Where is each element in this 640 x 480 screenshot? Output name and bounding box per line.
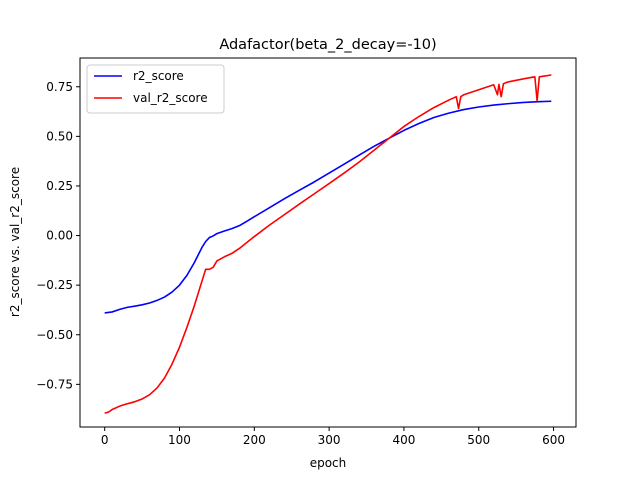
x-axis-label: epoch (310, 456, 347, 470)
y-tick-label: −0.25 (36, 278, 73, 292)
y-axis-label: r2_score vs. val_r2_score (8, 167, 22, 317)
y-axis: −0.75 −0.50 −0.25 0.00 0.25 0.50 0.75 (36, 80, 80, 391)
legend-label-r2-score: r2_score (133, 69, 184, 83)
legend: r2_score val_r2_score (86, 64, 225, 114)
series-line-r2-score (104, 100, 552, 314)
x-tick-label: 500 (467, 433, 490, 447)
x-tick-label: 100 (168, 433, 191, 447)
x-tick-label: 0 (101, 433, 109, 447)
legend-box (86, 64, 225, 114)
legend-label-val-r2-score: val_r2_score (133, 91, 208, 105)
series-line-val-r2-score (104, 74, 552, 414)
y-tick-label: 0.00 (46, 229, 73, 243)
x-axis: 0 100 200 300 400 500 600 (101, 427, 565, 447)
y-tick-label: −0.75 (36, 377, 73, 391)
plot-area (104, 74, 552, 414)
y-tick-label: 0.25 (46, 179, 73, 193)
y-tick-label: −0.50 (36, 328, 73, 342)
x-tick-label: 200 (243, 433, 266, 447)
y-tick-label: 0.75 (46, 80, 73, 94)
x-tick-label: 600 (542, 433, 565, 447)
chart-title: Adafactor(beta_2_decay=-10) (219, 37, 436, 53)
y-tick-label: 0.50 (46, 129, 73, 143)
x-tick-label: 400 (392, 433, 415, 447)
axes-frame (79, 57, 577, 428)
x-tick-label: 300 (318, 433, 341, 447)
